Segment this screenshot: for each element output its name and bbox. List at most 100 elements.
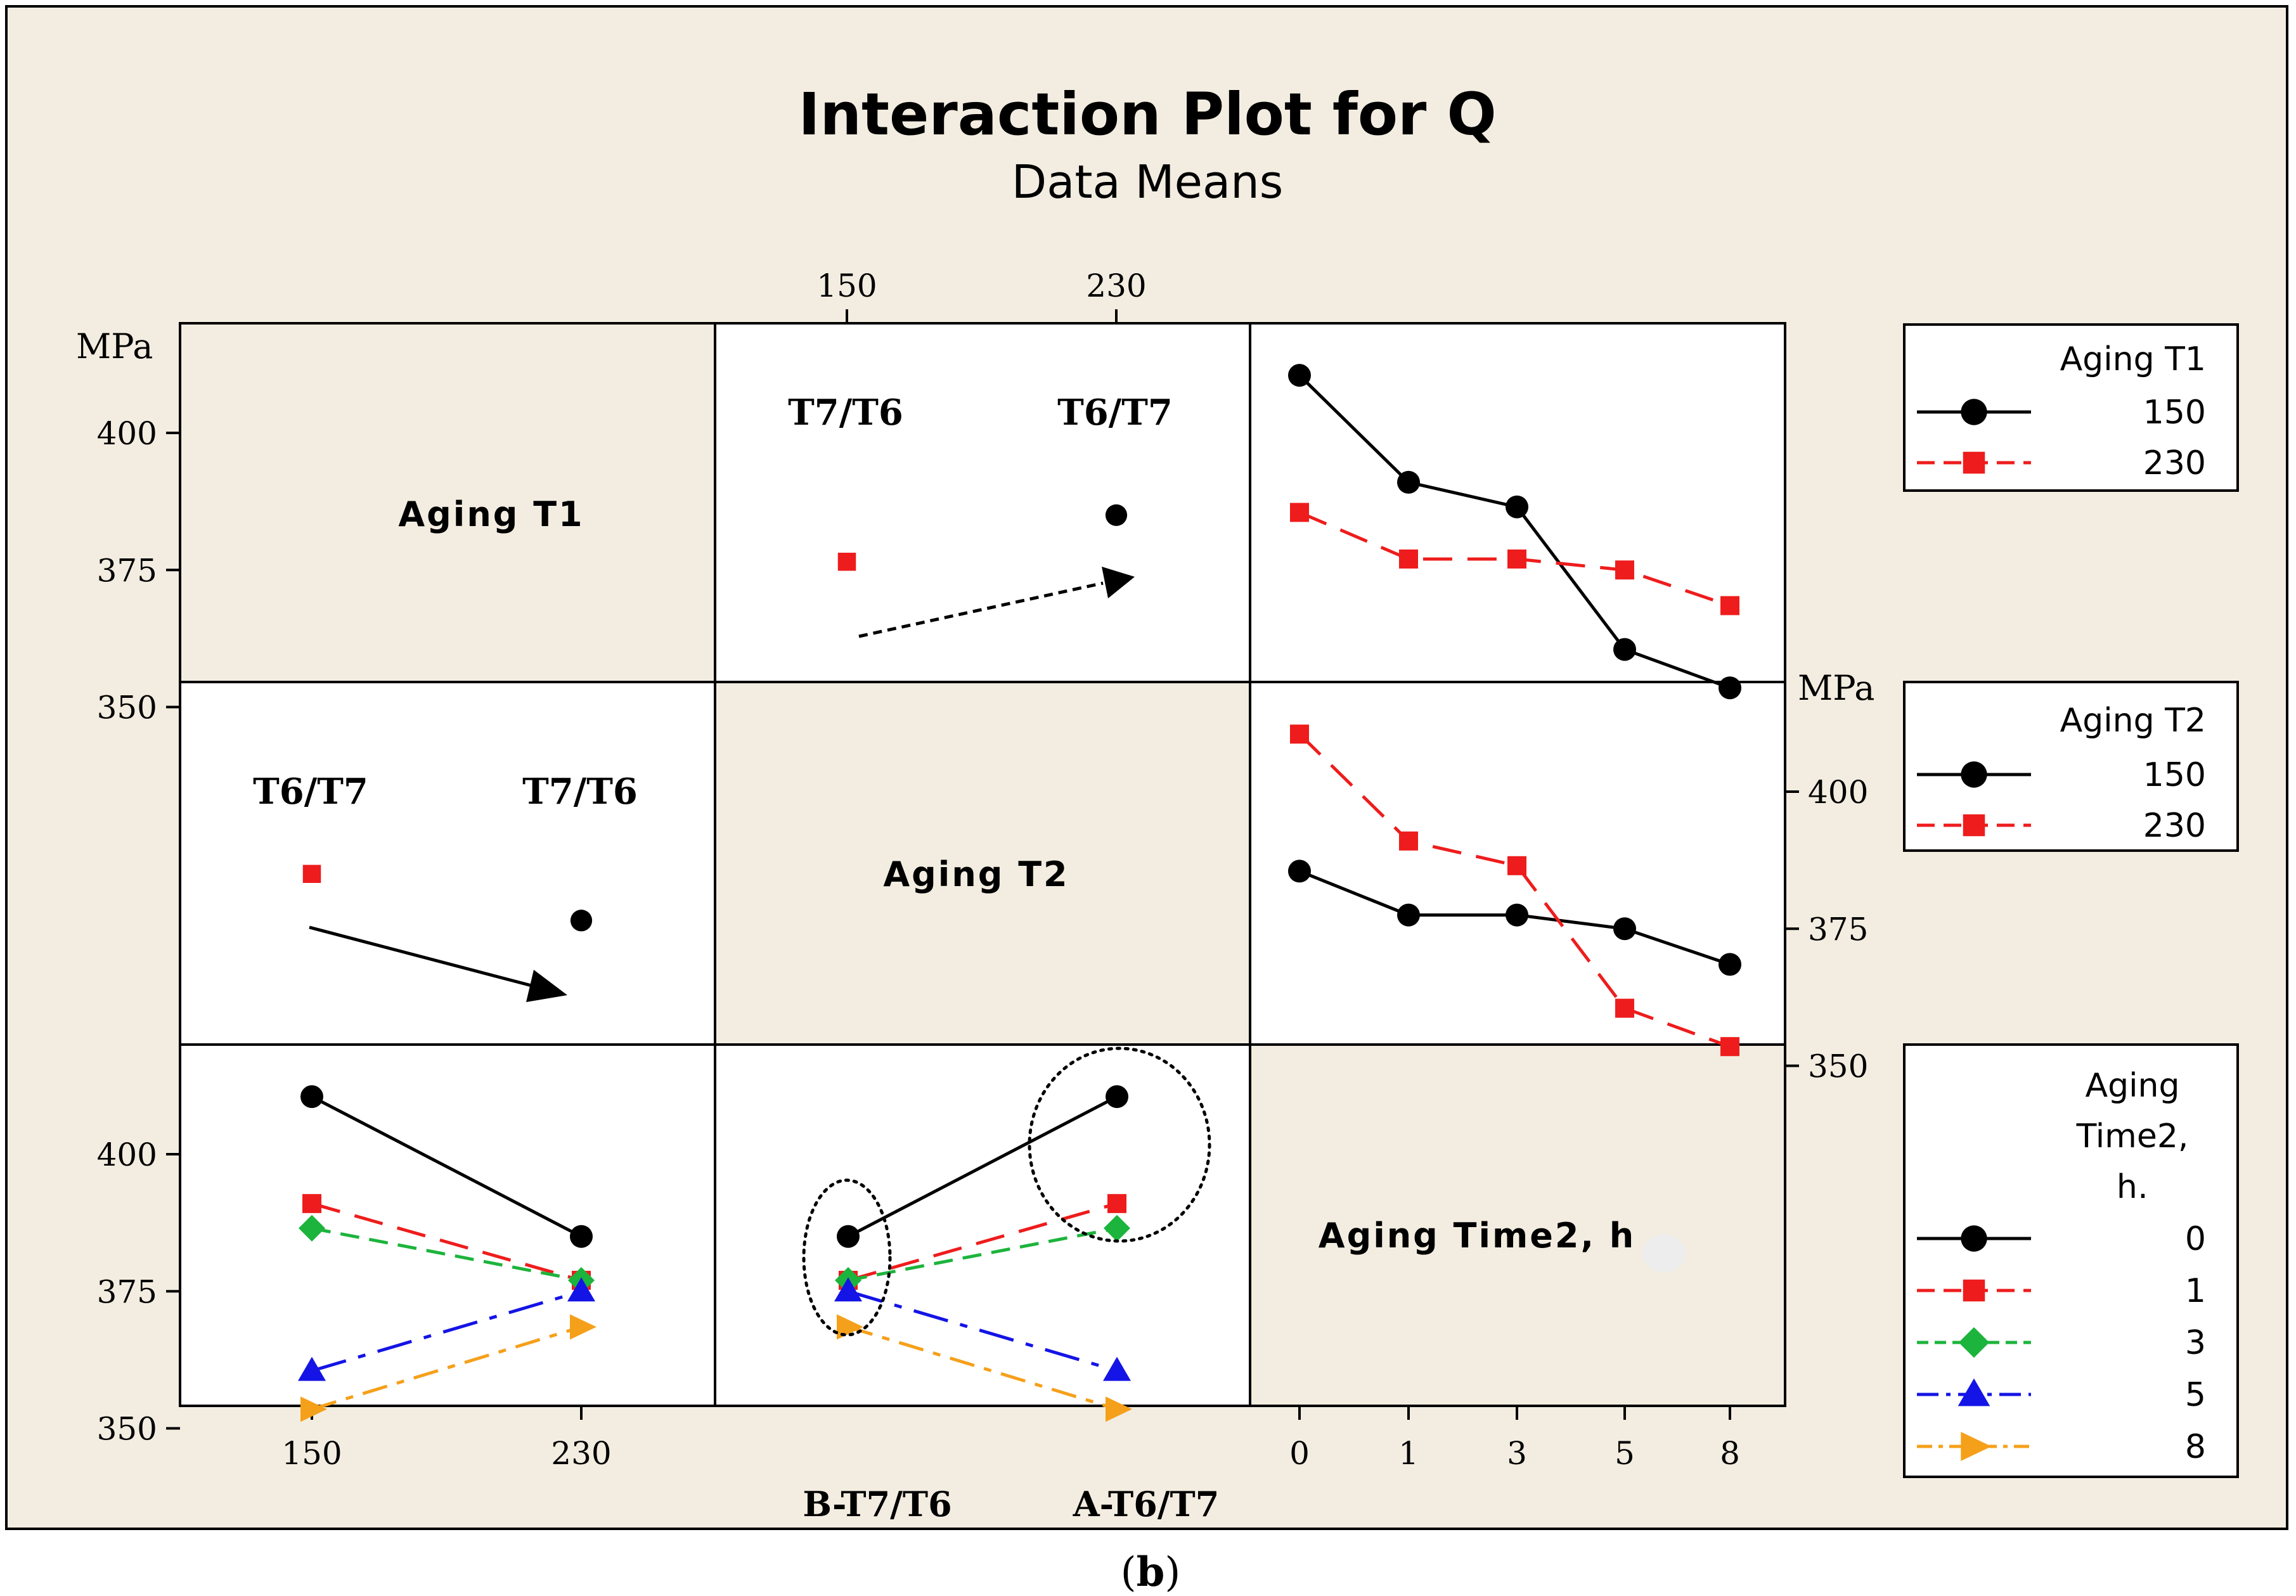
- legend-aging-time2-entry-1-label: 1: [2185, 1272, 2206, 1310]
- r2c1-point-0: [302, 865, 321, 883]
- r3c2-point-3-1: [1104, 1214, 1130, 1242]
- row3-yaxis-tick-label-375: 375: [97, 1273, 157, 1310]
- legend-aging-t1-entry-230-label: 230: [2143, 444, 2206, 482]
- legend-aging-t1: [1903, 323, 2239, 492]
- r3c2-line-5: [848, 1289, 1118, 1373]
- r3c2-point-8-1: [1106, 1396, 1132, 1422]
- r3c2-point-5-1: [1103, 1356, 1131, 1381]
- bottom-axis-time-tick-label-3: 3: [1507, 1435, 1527, 1472]
- top-axis-tick-label-150: 150: [816, 267, 877, 304]
- r1c3-point-150-1: [1397, 470, 1420, 494]
- unit-label-right: MPa: [1798, 668, 1874, 708]
- r1c2-point-label-1: T6/T7: [1057, 392, 1173, 434]
- r1c3-point-150-4: [1719, 676, 1741, 700]
- r1c2-point-1: [1105, 504, 1128, 526]
- row2-yaxis-tick-label-350: 350: [1808, 1048, 1868, 1085]
- legend-aging-t2: [1903, 681, 2239, 852]
- r2c1-point-1: [570, 910, 593, 932]
- legend-aging-time2-entry-1-marker: [1963, 1279, 1985, 1302]
- row3-yaxis-tick-label-350: 350: [97, 1411, 157, 1448]
- highlight-ellipse-b: [802, 1178, 892, 1337]
- highlight-ellipse-a: [1028, 1046, 1211, 1243]
- legend-aging-time2-title-line-3: h․: [2117, 1168, 2148, 1206]
- figure-caption-letter: b: [1137, 1548, 1165, 1596]
- row1-yaxis-tick-label-350: 350: [97, 690, 157, 726]
- row3-yaxis-tick-label-400: 400: [97, 1136, 157, 1173]
- legend-aging-time2-title-line-2: Time2,: [2076, 1117, 2189, 1155]
- legend-aging-t2-entry-230-label: 230: [2143, 807, 2206, 845]
- r3c1-line-5: [311, 1289, 582, 1373]
- r1c2-trend-arrow-head: [1102, 567, 1135, 598]
- panel-r3c2: [714, 1043, 1251, 1407]
- r1c3-point-150-3: [1613, 638, 1636, 661]
- r3c1-point-0-0: [300, 1085, 323, 1109]
- r2c1-point-label-1: T7/T6: [522, 771, 638, 813]
- row1-yaxis-tick-label-400: 400: [97, 415, 157, 452]
- bottom-axis-time-tick-label-1: 1: [1398, 1435, 1419, 1472]
- r2c3-point-150-4: [1719, 953, 1741, 976]
- label-smudge: [1642, 1235, 1686, 1273]
- r3c1-point-1-0: [302, 1194, 321, 1213]
- r2c1-point-label-0: T6/T7: [253, 771, 368, 813]
- bottom-axis-t2-label-A-T6/T7: A-T6/T7: [1073, 1484, 1220, 1524]
- legend-aging-t2-entry-230-marker: [1963, 814, 1985, 837]
- unit-label-left: MPa: [76, 326, 153, 366]
- r2c3-point-150-2: [1506, 903, 1528, 927]
- r3c1-line-1: [311, 1202, 582, 1282]
- legend-aging-time2-entry-5-label: 5: [2185, 1376, 2206, 1414]
- r3c2-point-5-0: [834, 1277, 862, 1302]
- r2c1-trend-arrow-shaft: [309, 925, 539, 989]
- r2c3-point-150-0: [1288, 859, 1311, 883]
- r1c3-point-230-0: [1290, 503, 1309, 522]
- r3c1-point-5-0: [298, 1356, 326, 1381]
- chart-subtitle: Data Means: [1012, 155, 1283, 209]
- r2c3-point-230-3: [1615, 998, 1634, 1018]
- chart-title: Interaction Plot for Q: [798, 80, 1496, 148]
- row2-yaxis-tick-label-375: 375: [1808, 911, 1868, 948]
- r1c2-point-0: [837, 553, 856, 571]
- panel-r3c1: [179, 1043, 716, 1407]
- legend-aging-time2-entry-5-marker: [1957, 1378, 1990, 1406]
- r1c2-point-label-0: T7/T6: [788, 392, 903, 434]
- diagonal-label-1: Aging T1: [398, 494, 584, 534]
- r3c2-line-3: [848, 1226, 1118, 1282]
- legend-aging-time2-entry-8-label: 8: [2185, 1428, 2206, 1466]
- r3c1-line-0: [311, 1095, 583, 1239]
- panel-r1c2: [714, 322, 1251, 683]
- row2-yaxis-tick-label-400: 400: [1808, 774, 1868, 811]
- r2c3-point-230-2: [1507, 856, 1526, 875]
- legend-aging-time2-entry-3-marker: [1958, 1327, 1990, 1358]
- r2c3-line-230: [1298, 733, 1731, 1048]
- r1c3-point-230-2: [1507, 549, 1526, 569]
- r1c3-point-230-1: [1399, 549, 1418, 569]
- legend-aging-time2-entry-3-label: 3: [2185, 1324, 2206, 1362]
- r2c1-trend-arrow-head: [526, 970, 567, 1002]
- figure-caption: (b): [1121, 1548, 1181, 1596]
- r1c3-point-150-0: [1288, 364, 1311, 387]
- legend-aging-time2-title-line-1: Aging: [2086, 1067, 2180, 1105]
- bottom-axis-time-tick-label-5: 5: [1615, 1435, 1635, 1472]
- r1c3-point-150-2: [1506, 495, 1528, 518]
- r3c2-line-0: [847, 1095, 1118, 1239]
- bottom-axis-time-tick-label-0: 0: [1289, 1435, 1310, 1472]
- r1c2-trend-arrow-shaft: [858, 581, 1104, 638]
- legend-aging-t2-entry-150-label: 150: [2143, 756, 2206, 794]
- legend-aging-time2-entry-0-marker: [1961, 1225, 1987, 1252]
- legend-aging-t2-entry-150-marker: [1961, 761, 1987, 788]
- r3c1-point-0-1: [570, 1225, 593, 1248]
- legend-aging-t1-entry-230-marker: [1963, 451, 1985, 474]
- r2c3-point-150-3: [1613, 917, 1636, 941]
- legend-aging-time2-entry-0-label: 0: [2185, 1220, 2206, 1258]
- diagonal-label-2: Aging T2: [883, 854, 1069, 894]
- legend-aging-t1-entry-150-marker: [1961, 399, 1987, 425]
- r3c1-point-8-1: [570, 1314, 597, 1340]
- bottom-axis-t1-tick-label-150: 150: [281, 1435, 342, 1472]
- bottom-axis-time-tick-label-8: 8: [1720, 1435, 1740, 1472]
- r3c2-point-0-0: [837, 1225, 860, 1248]
- bottom-axis-t2-label-B-T7/T6: B-T7/T6: [803, 1484, 951, 1524]
- r2c3-point-230-0: [1290, 724, 1309, 744]
- r3c1-point-8-0: [300, 1396, 327, 1422]
- panel-r2c2: [714, 681, 1251, 1046]
- panel-r1c1: [179, 322, 716, 683]
- r3c2-point-1-1: [1107, 1194, 1126, 1213]
